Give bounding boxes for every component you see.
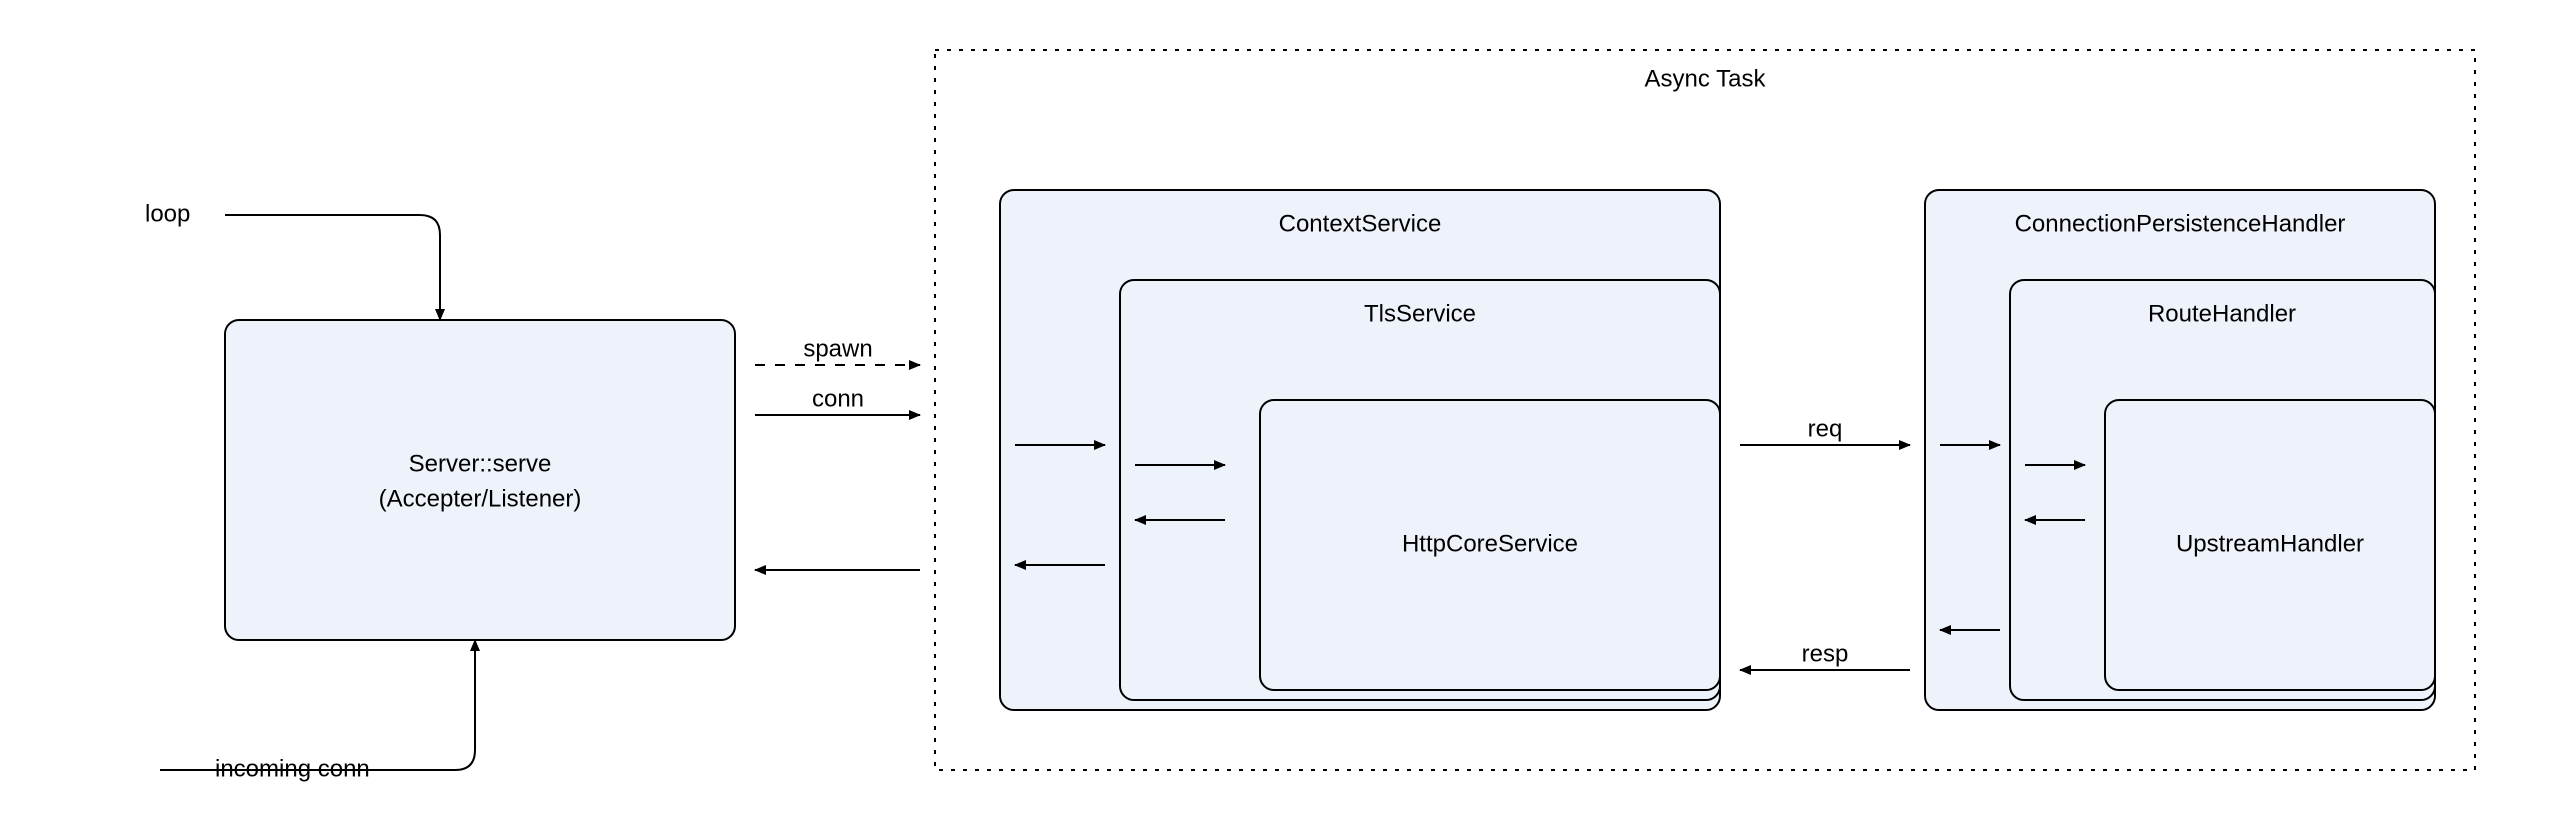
route-handler-label: RouteHandler — [2148, 300, 2296, 327]
resp-label: resp — [1802, 640, 1849, 667]
tls-service-label: TlsService — [1364, 300, 1476, 327]
loop-arrow — [225, 215, 440, 320]
incoming-conn-arrow — [160, 640, 475, 770]
req-label: req — [1808, 415, 1843, 442]
server-box — [225, 320, 735, 640]
loop-label: loop — [145, 200, 190, 227]
conn-persist-label: ConnectionPersistenceHandler — [2015, 210, 2346, 237]
context-service-label: ContextService — [1279, 210, 1442, 237]
spawn-label: spawn — [803, 335, 872, 362]
conn-label: conn — [812, 385, 864, 412]
server-label-1: Server::serve — [409, 450, 552, 477]
async-task-label: Async Task — [1645, 65, 1767, 92]
upstream-label: UpstreamHandler — [2176, 530, 2364, 557]
http-core-label: HttpCoreService — [1402, 530, 1578, 557]
incoming-conn-label: incoming conn — [215, 755, 370, 782]
diagram-canvas: Async Task Server::serve (Accepter/Liste… — [0, 0, 2560, 816]
server-label-2: (Accepter/Listener) — [379, 485, 582, 512]
